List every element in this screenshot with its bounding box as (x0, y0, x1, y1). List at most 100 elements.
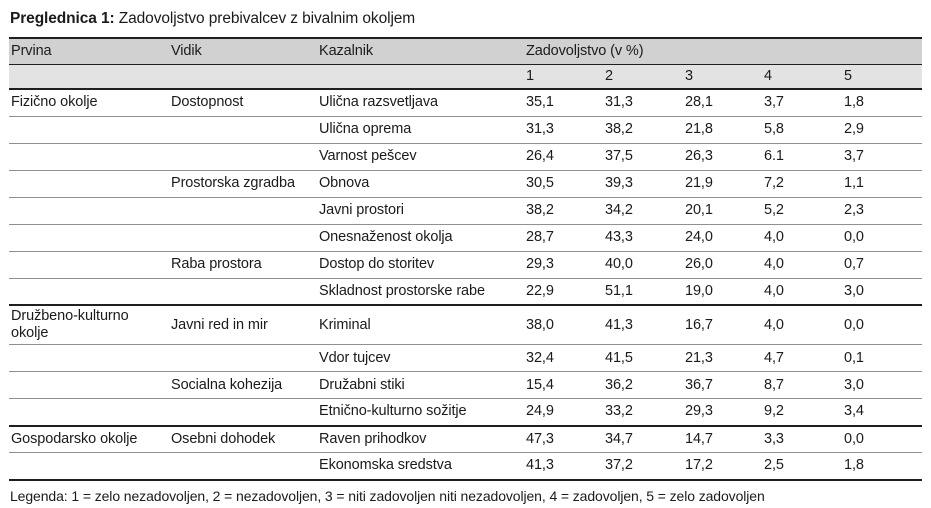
cell-value-2: 40,0 (600, 250, 680, 278)
cell-value-3: 14,7 (680, 424, 759, 453)
header-prvina: Prvina (9, 37, 169, 65)
cell-kazalnik: Dostop do storitev (317, 250, 521, 278)
cell-vidik: Osebni dohodek (169, 424, 317, 453)
cell-value-5: 1,8 (839, 452, 923, 481)
cell-value-2: 39,3 (600, 169, 680, 197)
cell-kazalnik: Ulična razsvetljava (319, 94, 438, 111)
cell-vidik (169, 115, 317, 143)
cell-value-2: 34,7 (600, 424, 680, 453)
cell-vidik (169, 452, 317, 481)
cell-vidik: Javni red in mir (169, 304, 317, 345)
cell-value-3: 21,3 (680, 344, 759, 372)
cell-value-3: 17,2 (680, 452, 759, 481)
table-row: Skladnost prostorske rabe 22,9 51,1 19,0… (9, 277, 923, 305)
cell-vidik: Prostorska zgradba (169, 169, 317, 197)
cell-value-3: 21,8 (680, 115, 759, 143)
cell-value-4: 7,2 (759, 169, 839, 197)
cell-value-2: 37,5 (600, 142, 680, 170)
cell-value-5: 1,8 (844, 94, 864, 111)
cell-kazalnik: Ekonomska sredstva (317, 452, 521, 481)
table-row: Prostorska zgradba Obnova 30,5 39,3 21,9… (9, 169, 923, 197)
cell-kazalnik: Ulična oprema (317, 115, 521, 143)
header-kazalnik: Kazalnik (317, 37, 521, 65)
cell-kazalnik: Vdor tujcev (317, 344, 521, 372)
cell-value-1: 24,9 (521, 398, 600, 426)
cell-value-5: 1,1 (839, 169, 923, 197)
table-row: Socialna kohezija Družabni stiki 15,4 36… (9, 371, 923, 399)
cell-value-1: 15,4 (521, 371, 600, 399)
cell-prvina (9, 169, 169, 197)
header-empty (9, 64, 169, 90)
cell-value-2: 41,5 (600, 344, 680, 372)
cell-value-3: 20,1 (680, 196, 759, 224)
cell-value-4: 3,3 (759, 424, 839, 453)
header-zadovoljstvo: Zadovoljstvo (v %) (521, 37, 923, 65)
cell-value-1: 30,5 (521, 169, 600, 197)
cell-value-5: 0,7 (839, 250, 923, 278)
header-scale-4: 4 (759, 64, 839, 90)
cell-value-5: 3,4 (839, 398, 923, 426)
cell-value-1: 26,4 (521, 142, 600, 170)
cell-value-4: 4,0 (759, 277, 839, 305)
cell-value-4: 6.1 (759, 142, 839, 170)
table-row: Javni prostori 38,2 34,2 20,1 5,2 2,3 (9, 196, 923, 224)
cell-value-4: 5,8 (759, 115, 839, 143)
table-row: Družbeno-kulturno okolje Javni red in mi… (9, 304, 923, 345)
cell-value-4: 4,7 (759, 344, 839, 372)
table-row: Gospodarsko okolje Osebni dohodek Raven … (9, 424, 923, 453)
cell-value-5: 0,0 (839, 223, 923, 251)
cell-vidik (169, 223, 317, 251)
cell-value-1: 29,3 (521, 250, 600, 278)
cell-prvina (9, 277, 169, 305)
table-caption: Preglednica 1: Zadovoljstvo prebivalcev … (10, 9, 922, 28)
cell-vidik (169, 277, 317, 305)
satisfaction-table: Prvina Vidik Kazalnik Zadovoljstvo (v %)… (9, 37, 923, 481)
header-empty (317, 64, 521, 90)
cell-value-3: 26,3 (680, 142, 759, 170)
cell-value-1: 28,7 (521, 223, 600, 251)
cell-value-2: 51,1 (600, 277, 680, 305)
cell-value-3: 19,0 (680, 277, 759, 305)
cell-value-1: 38,0 (521, 304, 600, 345)
cell-kazalnik: Etnično-kulturno sožitje (317, 398, 521, 426)
header-scale-5: 5 (839, 64, 923, 90)
cell-value-3: 28,1 (685, 94, 713, 111)
cell-vidik (169, 196, 317, 224)
cell-prvina (9, 452, 169, 481)
cell-value-5: 3,7 (839, 142, 923, 170)
cell-value-4: 4,0 (759, 250, 839, 278)
cell-value-3: 36,7 (680, 371, 759, 399)
table-row: Varnost pešcev 26,4 37,5 26,3 6.1 3,7 (9, 142, 923, 170)
header-empty (169, 64, 317, 90)
cell-value-1: 32,4 (521, 344, 600, 372)
cell-kazalnik: Kriminal (317, 304, 521, 345)
cell-value-5: 2,9 (839, 115, 923, 143)
legend: Legenda: 1 = zelo nezadovoljen, 2 = neza… (10, 487, 765, 504)
cell-value-1: 22,9 (521, 277, 600, 305)
cell-value-4: 3,7 (764, 94, 784, 111)
cell-value-4: 4,0 (759, 304, 839, 345)
cell-value-2: 34,2 (600, 196, 680, 224)
cell-value-2: 43,3 (600, 223, 680, 251)
cell-vidik: Socialna kohezija (169, 371, 317, 399)
cell-value-3: 29,3 (680, 398, 759, 426)
header-scale-1: 1 (521, 64, 600, 90)
cell-value-4: 9,2 (759, 398, 839, 426)
cell-prvina (9, 142, 169, 170)
cell-value-3: 24,0 (680, 223, 759, 251)
cell-prvina (9, 398, 169, 426)
cell-vidik (169, 398, 317, 426)
cell-value-2: 37,2 (600, 452, 680, 481)
table-row: Raba prostora Dostop do storitev 29,3 40… (9, 250, 923, 278)
cell-prvina (9, 344, 169, 372)
cell-kazalnik: Onesnaženost okolja (317, 223, 521, 251)
cell-value-4: 5,2 (759, 196, 839, 224)
cell-value-4: 2,5 (759, 452, 839, 481)
cell-value-2: 33,2 (600, 398, 680, 426)
cell-prvina (9, 115, 169, 143)
table-row: Ekonomska sredstva 41,3 37,2 17,2 2,5 1,… (9, 452, 923, 481)
header-row-primary: Prvina Vidik Kazalnik Zadovoljstvo (v %) (9, 37, 923, 65)
header-row-scale: 1 2 3 4 5 (9, 64, 923, 90)
cell-value-5: 0,0 (839, 424, 923, 453)
cell-vidik: Dostopnost (171, 94, 244, 111)
